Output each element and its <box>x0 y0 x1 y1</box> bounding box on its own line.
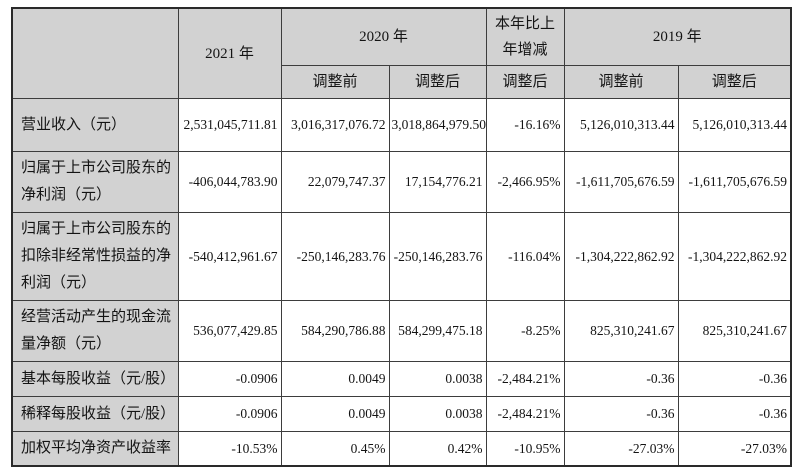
value-yoy: -116.04% <box>485 212 565 301</box>
value-2019-after: 5,126,010,313.44 <box>677 98 792 152</box>
value-2020-after: 0.0038 <box>388 396 487 432</box>
value-2019-before: -0.36 <box>563 361 679 397</box>
value-2019-before: -1,611,705,676.59 <box>563 151 679 213</box>
header-2019-adj-after: 调整后 <box>677 65 792 99</box>
value-2020-after: 584,299,475.18 <box>388 300 487 362</box>
value-2019-after: -1,304,222,862.92 <box>677 212 792 301</box>
header-year-2021: 2021 年 <box>177 7 282 99</box>
header-row-adjustments: 调整前 调整后 调整后 调整前 调整后 <box>12 65 792 99</box>
value-2021: 2,531,045,711.81 <box>177 98 282 152</box>
value-yoy: -10.95% <box>485 431 565 467</box>
value-2021: -10.53% <box>177 431 282 467</box>
table-row-net-profit-excl-nonrecurring: 归属于上市公司股东的扣除非经常性损益的净利润（元） -540,412,961.6… <box>11 212 792 301</box>
value-2019-before: -0.36 <box>563 396 679 432</box>
header-2020-adj-before: 调整前 <box>280 65 390 99</box>
value-2019-before: 5,126,010,313.44 <box>563 98 679 152</box>
row-label: 稀释每股收益（元/股） <box>11 396 179 432</box>
row-label: 归属于上市公司股东的扣除非经常性损益的净利润（元） <box>11 212 179 301</box>
value-2020-after: -250,146,283.76 <box>388 212 487 301</box>
value-2020-after: 3,018,864,979.50 <box>388 98 487 152</box>
value-2019-before: 825,310,241.67 <box>563 300 679 362</box>
value-2021: -0.0906 <box>177 361 282 397</box>
value-2020-before: 0.0049 <box>280 361 390 397</box>
header-corner-cell <box>11 7 179 99</box>
header-2019-adj-before: 调整前 <box>563 65 679 99</box>
financial-summary-section: 2021 年 2020 年 本年比上年增减 2019 年 调整前 调整后 调整后… <box>11 7 793 467</box>
row-label: 基本每股收益（元/股） <box>11 361 179 397</box>
value-2020-before: -250,146,283.76 <box>280 212 390 301</box>
table-row-revenue: 营业收入（元） 2,531,045,711.81 3,016,317,076.7… <box>11 98 792 152</box>
value-yoy: -2,466.95% <box>485 151 565 213</box>
value-2020-after: 0.42% <box>388 431 487 467</box>
value-2020-before: 22,079,747.37 <box>280 151 390 213</box>
value-2020-before: 0.0049 <box>280 396 390 432</box>
value-2021: -0.0906 <box>177 396 282 432</box>
table-row-weighted-avg-roe: 加权平均净资产收益率 -10.53% 0.45% 0.42% -10.95% -… <box>11 431 792 467</box>
row-label: 加权平均净资产收益率 <box>11 431 179 467</box>
value-2021: -406,044,783.90 <box>177 151 282 213</box>
value-yoy: -8.25% <box>485 300 565 362</box>
header-yoy-change: 本年比上年增减 <box>485 7 565 66</box>
header-year-2019: 2019 年 <box>563 7 792 66</box>
value-yoy: -2,484.21% <box>485 361 565 397</box>
row-label: 归属于上市公司股东的净利润（元） <box>11 151 179 213</box>
header-row-years: 2021 年 2020 年 本年比上年增减 2019 年 <box>11 7 792 99</box>
value-2021: 536,077,429.85 <box>177 300 282 362</box>
value-2019-before: -27.03% <box>563 431 679 467</box>
value-2019-after: -27.03% <box>677 431 792 467</box>
value-2019-after: -0.36 <box>677 361 792 397</box>
financial-summary-table: 2021 年 2020 年 本年比上年增减 2019 年 调整前 调整后 调整后… <box>11 7 793 467</box>
value-2020-before: 3,016,317,076.72 <box>280 98 390 152</box>
value-2020-after: 0.0038 <box>388 361 487 397</box>
value-2019-after: -0.36 <box>677 396 792 432</box>
value-yoy: -2,484.21% <box>485 396 565 432</box>
table-row-basic-eps: 基本每股收益（元/股） -0.0906 0.0049 0.0038 -2,484… <box>11 361 792 397</box>
value-2020-after: 17,154,776.21 <box>388 151 487 213</box>
value-2020-before: 584,290,786.88 <box>280 300 390 362</box>
value-2019-before: -1,304,222,862.92 <box>563 212 679 301</box>
header-year-2020: 2020 年 <box>280 7 487 66</box>
value-2019-after: -1,611,705,676.59 <box>677 151 792 213</box>
header-2020-adj-after: 调整后 <box>388 65 487 99</box>
value-2021: -540,412,961.67 <box>177 212 282 301</box>
header-yoy-adj-after: 调整后 <box>485 65 565 99</box>
value-2019-after: 825,310,241.67 <box>677 300 792 362</box>
table-row-operating-cash-flow: 经营活动产生的现金流量净额（元） 536,077,429.85 584,290,… <box>11 300 792 362</box>
row-label: 经营活动产生的现金流量净额（元） <box>11 300 179 362</box>
value-yoy: -16.16% <box>485 98 565 152</box>
value-2020-before: 0.45% <box>280 431 390 467</box>
table-row-diluted-eps: 稀释每股收益（元/股） -0.0906 0.0049 0.0038 -2,484… <box>11 396 792 432</box>
row-label: 营业收入（元） <box>11 98 179 152</box>
table-row-net-profit: 归属于上市公司股东的净利润（元） -406,044,783.90 22,079,… <box>11 151 792 213</box>
